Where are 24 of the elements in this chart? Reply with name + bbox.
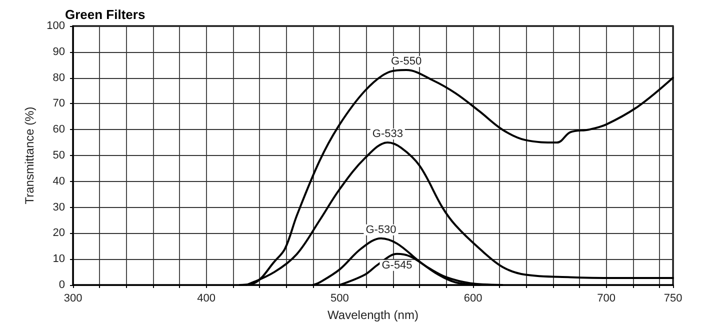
y-tick-label: 50 — [52, 150, 65, 162]
y-tick-label: 60 — [52, 124, 65, 136]
chart-title: Green Filters — [65, 7, 146, 22]
x-tick-label: 500 — [330, 292, 349, 304]
x-axis-title: Wavelength (nm) — [328, 308, 418, 322]
x-tick-label: 700 — [597, 292, 616, 304]
series-label: G-530 — [366, 224, 396, 236]
x-tick-label: 300 — [64, 292, 82, 304]
y-tick-label: 90 — [52, 46, 65, 58]
series-label: G-545 — [382, 259, 412, 272]
series-label: G-533 — [372, 128, 403, 140]
y-tick-label: 20 — [52, 227, 65, 240]
y-tick-label: 0 — [58, 279, 65, 291]
y-tick-label: 40 — [52, 175, 65, 188]
y-tick-label: 70 — [52, 98, 65, 110]
x-tick-label: 750 — [664, 292, 682, 304]
y-tick-label: 10 — [52, 253, 65, 266]
y-axis-title: Transmittance (%) — [22, 106, 37, 204]
series-label: G-550 — [391, 56, 422, 68]
x-tick-label: 600 — [464, 292, 482, 304]
y-tick-label: 30 — [52, 201, 65, 214]
x-tick-label: 400 — [197, 292, 216, 304]
y-tick-label: 100 — [46, 20, 65, 32]
y-tick-label: 80 — [52, 72, 65, 84]
